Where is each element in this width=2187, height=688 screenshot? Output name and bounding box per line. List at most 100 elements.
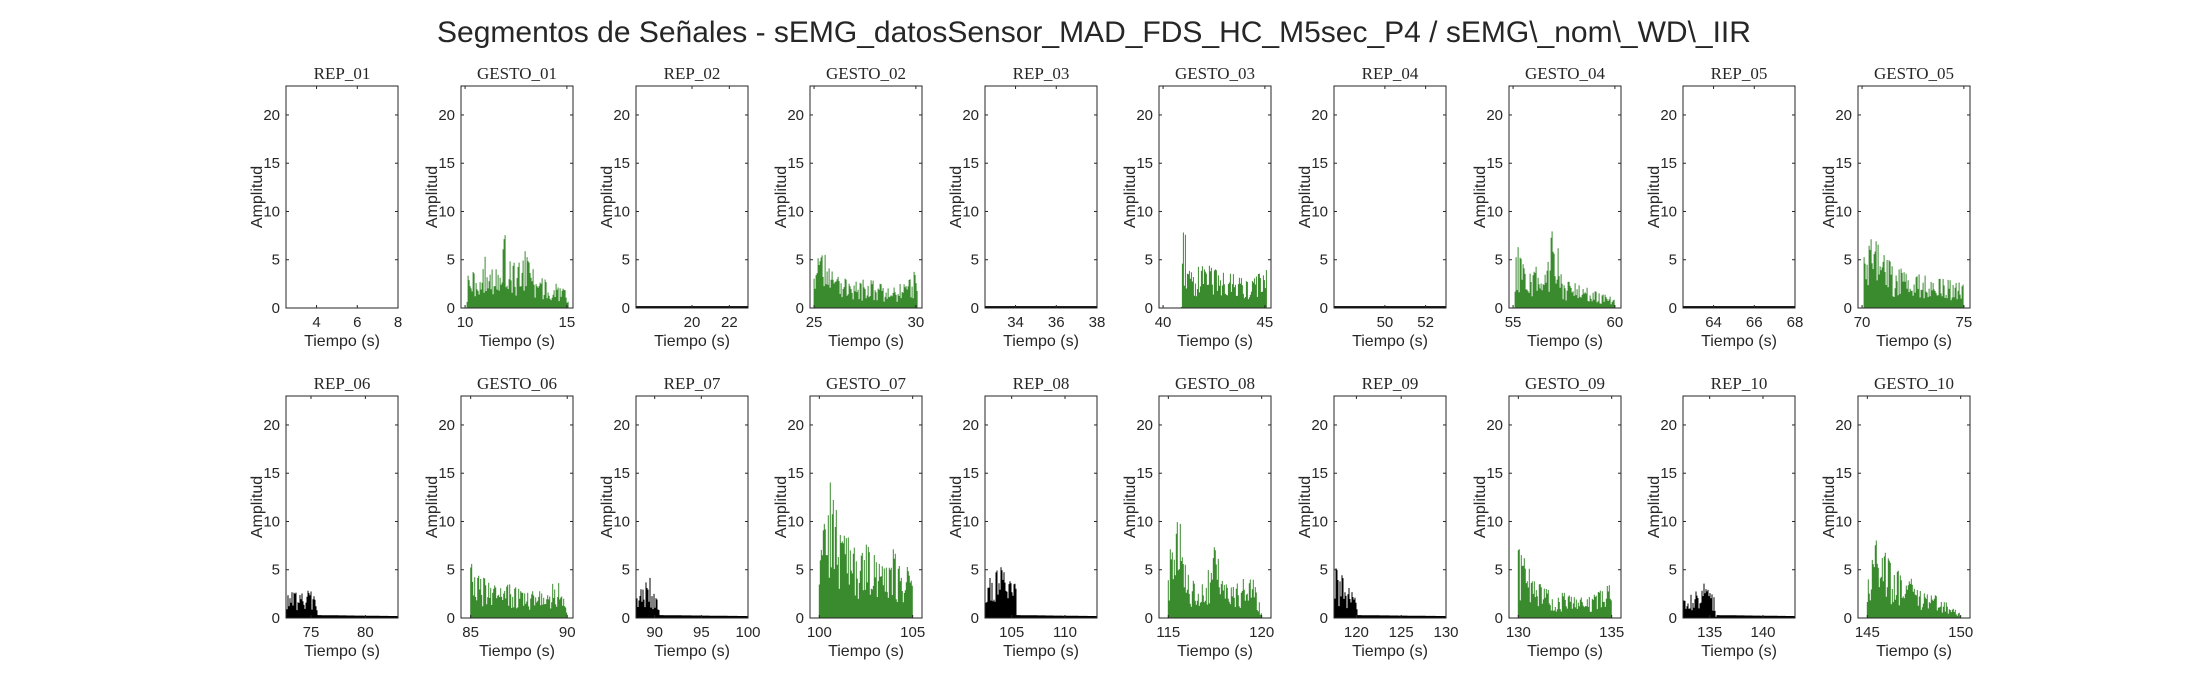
y-axis-label: Amplitud xyxy=(1821,476,1838,538)
subplot-title: REP_01 xyxy=(314,64,371,83)
y-axis-label: Amplitud xyxy=(1821,166,1838,228)
subplot-gesto-03: 0 5 10 15 20 40 45 GESTO_03 Tiempo (s) Amplitud xyxy=(1122,64,1273,350)
axes-frame xyxy=(1857,395,1971,619)
signal-series xyxy=(1167,522,1262,618)
y-tick-label: 0 xyxy=(1844,300,1852,317)
x-axis-label: Tiempo (s) xyxy=(1876,643,1952,660)
x-axis-label: Tiempo (s) xyxy=(1701,643,1777,660)
x-tick-label: 135 xyxy=(1599,624,1624,641)
x-axis-label: Tiempo (s) xyxy=(1701,333,1777,350)
y-tick-label: 5 xyxy=(1495,252,1503,269)
y-tick-label: 15 xyxy=(613,155,630,172)
subplot-rep-05: 0 5 10 15 20 64 66 68 REP_05 Tiempo (s) Amplitud xyxy=(1646,64,1803,350)
subplot-title: GESTO_07 xyxy=(826,374,906,393)
y-tick-label: 20 xyxy=(1311,107,1328,124)
y-tick-label: 10 xyxy=(1835,513,1852,530)
x-tick-label: 52 xyxy=(1417,314,1434,331)
plot-area xyxy=(1509,86,1621,308)
x-tick-label: 60 xyxy=(1607,314,1624,331)
x-tick-label: 66 xyxy=(1746,314,1763,331)
subplot-rep-09: 0 5 10 15 20 120 125 130 REP_09 Tiempo (s) Amplitu… xyxy=(1297,374,1459,660)
y-tick-label: 0 xyxy=(971,300,979,317)
signal-series xyxy=(818,482,913,618)
axes-frame xyxy=(1508,395,1622,619)
plot-area xyxy=(985,86,1097,308)
x-tick-label: 110 xyxy=(1053,624,1077,641)
x-tick-label: 38 xyxy=(1089,314,1106,331)
y-tick-label: 10 xyxy=(1660,203,1677,220)
y-tick-label: 0 xyxy=(622,300,630,317)
y-tick-label: 15 xyxy=(1835,465,1852,482)
y-tick-label: 0 xyxy=(447,300,455,317)
y-tick-label: 5 xyxy=(971,562,979,579)
y-axis-label: Amplitud xyxy=(948,476,965,538)
y-tick-label: 10 xyxy=(613,513,630,530)
x-tick-label: 15 xyxy=(559,314,576,331)
x-tick-label: 90 xyxy=(646,624,663,641)
subplot-title: GESTO_02 xyxy=(826,64,906,83)
y-tick-label: 5 xyxy=(1495,562,1503,579)
x-tick-label: 55 xyxy=(1505,314,1522,331)
y-tick-label: 10 xyxy=(787,203,804,220)
subplot-title: REP_09 xyxy=(1362,374,1419,393)
subplot-gesto-07: 0 5 10 15 20 100 105 GESTO_07 Tiempo (s) Amplitud xyxy=(773,374,925,660)
axes-frame xyxy=(1857,85,1971,309)
y-tick-label: 10 xyxy=(438,513,455,530)
signal-series xyxy=(1517,549,1612,618)
x-tick-label: 130 xyxy=(1506,624,1531,641)
y-tick-label: 15 xyxy=(962,465,979,482)
y-tick-label: 20 xyxy=(613,107,630,124)
axes-frame xyxy=(635,395,749,619)
plot-area xyxy=(286,86,398,308)
plot-area xyxy=(1334,396,1446,618)
plot-area xyxy=(1509,396,1621,618)
x-axis-label: Tiempo (s) xyxy=(828,643,904,660)
y-tick-label: 0 xyxy=(796,300,804,317)
y-tick-label: 10 xyxy=(1835,203,1852,220)
y-tick-label: 0 xyxy=(1495,300,1503,317)
y-tick-label: 5 xyxy=(622,252,630,269)
y-tick-label: 15 xyxy=(1486,155,1503,172)
y-tick-label: 10 xyxy=(613,203,630,220)
y-tick-label: 10 xyxy=(263,513,280,530)
y-tick-label: 5 xyxy=(622,562,630,579)
y-tick-label: 10 xyxy=(1136,513,1153,530)
y-tick-label: 5 xyxy=(1844,562,1852,579)
y-tick-label: 5 xyxy=(1145,252,1153,269)
x-axis-label: Tiempo (s) xyxy=(1177,333,1253,350)
y-tick-label: 5 xyxy=(447,252,455,269)
x-tick-label: 100 xyxy=(735,624,760,641)
subplot-title: REP_02 xyxy=(664,64,721,83)
y-tick-label: 15 xyxy=(787,465,804,482)
y-tick-label: 5 xyxy=(1669,562,1677,579)
x-axis-label: Tiempo (s) xyxy=(479,643,555,660)
subplot-gesto-02: 0 5 10 15 20 25 30 GESTO_02 Tiempo (s) Amplitud xyxy=(773,64,924,350)
subplot-gesto-09: 0 5 10 15 20 130 135 GESTO_09 Tiempo (s) Amplitud xyxy=(1472,374,1624,660)
y-tick-label: 10 xyxy=(263,203,280,220)
plot-area xyxy=(1683,86,1795,308)
y-tick-label: 10 xyxy=(787,513,804,530)
y-tick-label: 0 xyxy=(1669,610,1677,627)
y-tick-label: 20 xyxy=(438,107,455,124)
subplot-title: REP_04 xyxy=(1362,64,1419,83)
axes-frame xyxy=(1682,395,1796,619)
y-axis-label: Amplitud xyxy=(1646,476,1663,538)
y-axis-label: Amplitud xyxy=(773,166,790,228)
y-tick-label: 5 xyxy=(1844,252,1852,269)
y-tick-label: 15 xyxy=(438,465,455,482)
y-tick-label: 5 xyxy=(447,562,455,579)
x-axis-label: Tiempo (s) xyxy=(304,643,380,660)
y-tick-label: 10 xyxy=(1311,513,1328,530)
y-tick-label: 5 xyxy=(971,252,979,269)
plot-area xyxy=(286,396,398,618)
y-axis-label: Amplitud xyxy=(249,166,266,228)
y-axis-label: Amplitud xyxy=(1646,166,1663,228)
y-axis-label: Amplitud xyxy=(1472,476,1489,538)
subplot-rep-10: 0 5 10 15 20 135 140 REP_10 Tiempo (s) Amplitud xyxy=(1646,374,1796,660)
x-tick-label: 105 xyxy=(900,624,925,641)
plot-area xyxy=(636,86,748,308)
figure-title: Segmentos de Señales - sEMG_datosSensor_… xyxy=(437,16,1751,49)
y-axis-label: Amplitud xyxy=(948,166,965,228)
y-tick-label: 0 xyxy=(622,610,630,627)
